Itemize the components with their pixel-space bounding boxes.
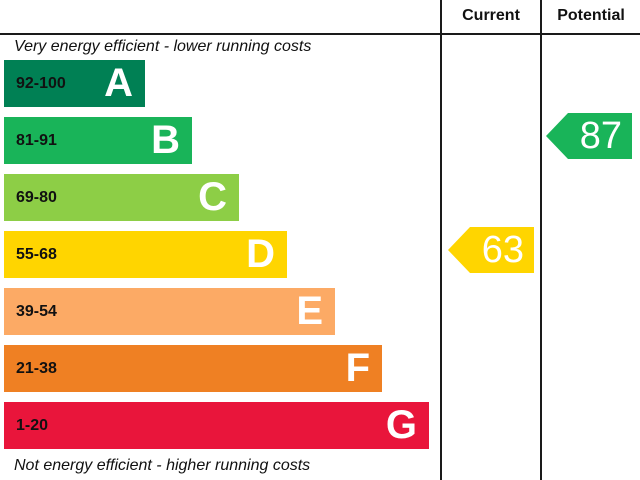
potential-column-divider: [540, 0, 542, 480]
current-column-divider: [440, 0, 442, 480]
band-e-range: 39-54: [16, 303, 57, 320]
band-g: 1-20 G: [4, 402, 429, 449]
band-e: 39-54 E: [4, 288, 335, 335]
band-d: 55-68 D: [4, 231, 287, 278]
band-f-letter: F: [345, 346, 370, 390]
band-e-letter: E: [296, 289, 323, 333]
band-f-range: 21-38: [16, 360, 57, 377]
band-a-range: 92-100: [16, 75, 66, 92]
top-caption: Very energy efficient - lower running co…: [14, 38, 312, 55]
band-b: 81-91 B: [4, 117, 192, 164]
band-a-letter: A: [104, 61, 133, 105]
current-column-header: Current: [462, 7, 520, 24]
band-d-range: 55-68: [16, 246, 57, 263]
band-a: 92-100 A: [4, 60, 145, 107]
band-d-letter: D: [246, 232, 275, 276]
band-c-range: 69-80: [16, 189, 57, 206]
band-c: 69-80 C: [4, 174, 239, 221]
band-g-range: 1-20: [16, 417, 49, 434]
band-g-letter: G: [385, 403, 417, 447]
band-c-letter: C: [198, 175, 227, 219]
potential-rating-value: 87: [579, 115, 622, 157]
band-f: 21-38 F: [4, 345, 382, 392]
current-rating-value: 63: [481, 229, 524, 271]
band-b-range: 81-91: [16, 132, 57, 149]
current-rating-arrow: 63: [448, 227, 534, 273]
potential-rating-arrow: 87: [546, 113, 632, 159]
bottom-caption: Not energy efficient - higher running co…: [14, 457, 311, 474]
band-b-letter: B: [151, 118, 180, 162]
header-divider: [0, 33, 640, 35]
potential-column-header: Potential: [557, 7, 625, 24]
